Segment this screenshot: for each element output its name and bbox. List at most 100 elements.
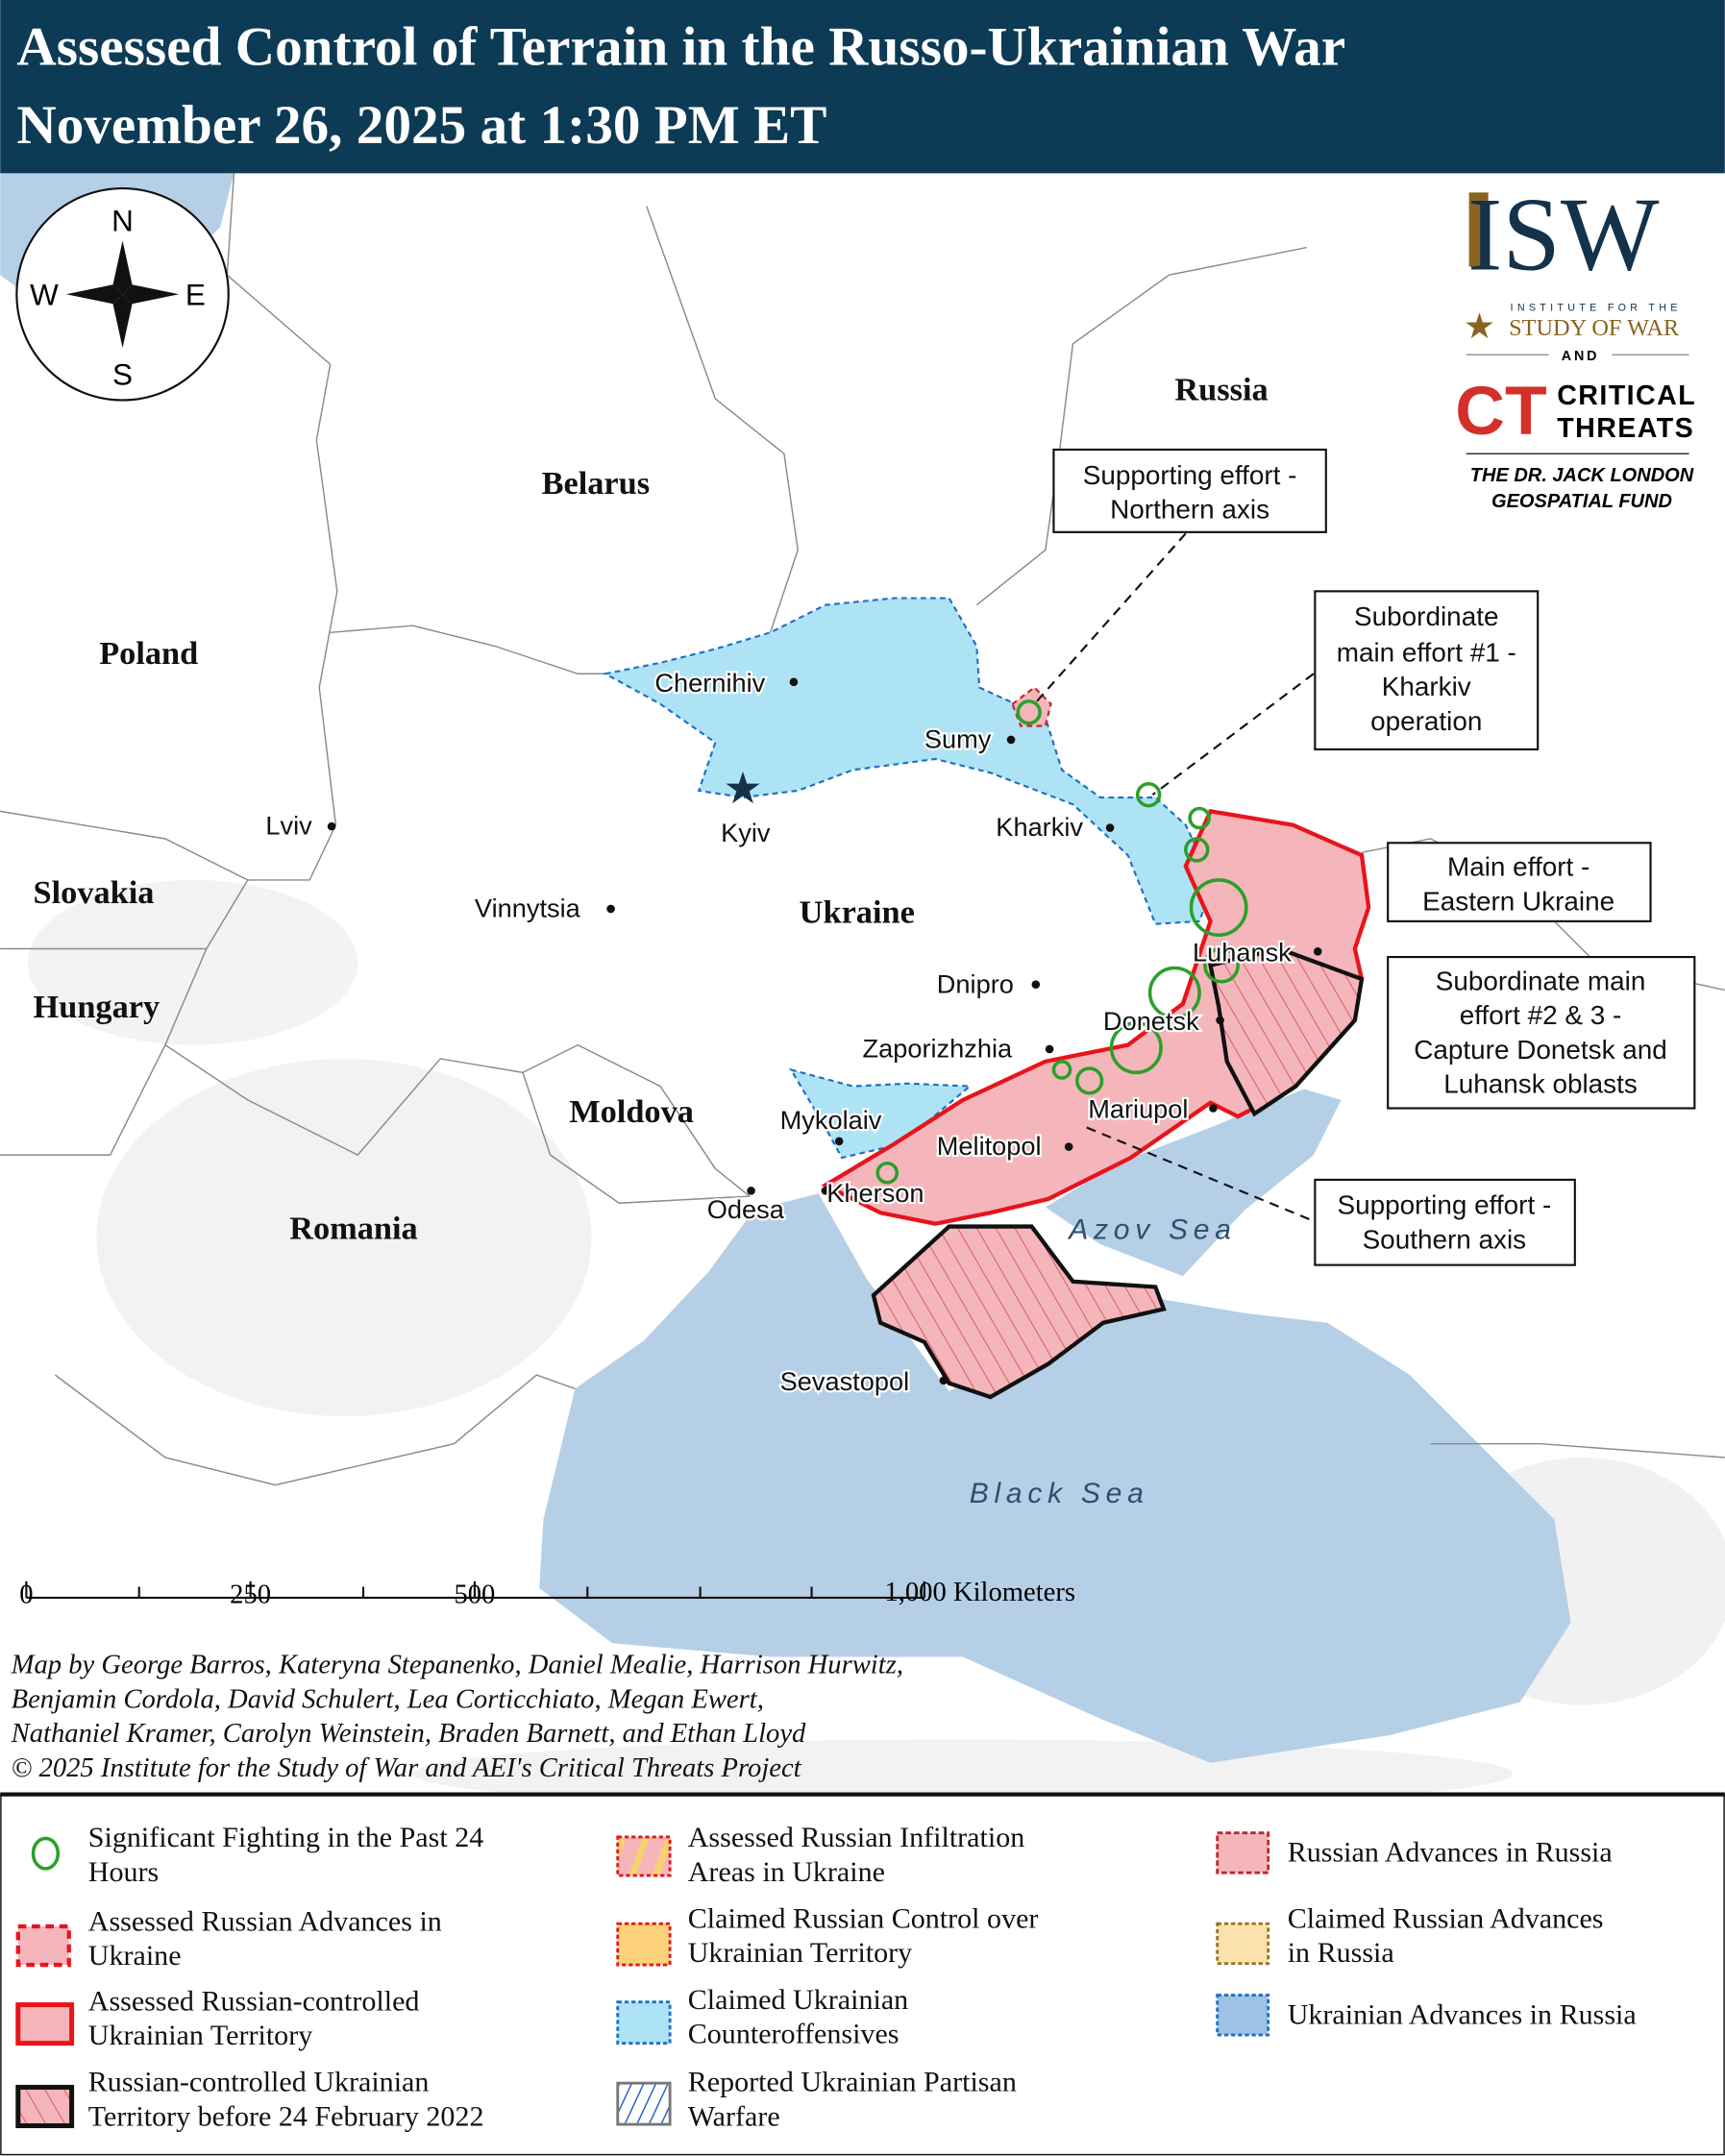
legend-item-partisan: Reported Ukrainian Partisan Warfare	[616, 2066, 1017, 2133]
azov-sea	[1045, 1089, 1342, 1277]
legend-item-infiltration: Assessed Russian Infiltration Areas in U…	[616, 1821, 1024, 1888]
credit-line: Nathaniel Kramer, Carolyn Weinstein, Bra…	[11, 1718, 806, 1749]
orange-swatch-icon	[616, 1922, 672, 1967]
isw-star-icon: ★	[1464, 307, 1495, 347]
map-date: November 26, 2025 at 1:30 PM ET	[16, 95, 826, 156]
label-russia: Russia	[1174, 371, 1268, 407]
lightblue-swatch-icon	[616, 2000, 672, 2046]
logo-backdrop	[1452, 186, 1725, 518]
city-melitopol: Melitopol	[937, 1131, 1042, 1161]
legend-label: Reported Ukrainian Partisan	[688, 2066, 1017, 2098]
label-hungary: Hungary	[34, 989, 160, 1025]
legend-label: in Russia	[1288, 1936, 1394, 1969]
city-donetsk: Donetsk	[1103, 1006, 1199, 1036]
callout-text: Capture Donetsk and	[1414, 1035, 1667, 1065]
scale-label-1000: 1,000 Kilometers	[884, 1577, 1075, 1607]
compass-rose: N S E W	[15, 186, 230, 402]
significant-fighting-markers	[875, 699, 1248, 1185]
legend-panel	[0, 1793, 1725, 2156]
legend-label: Warfare	[688, 2100, 780, 2133]
header-bar	[0, 0, 1725, 174]
city-dots	[327, 677, 1322, 1385]
claimed-ukrainian-counteroffensive-south	[788, 1067, 973, 1160]
callout-text: Luhansk oblasts	[1443, 1069, 1638, 1099]
callout-text: operation	[1370, 706, 1482, 736]
callout-text: effort #2 & 3 -	[1460, 1000, 1621, 1030]
legend-label: Assessed Russian Advances in	[88, 1904, 442, 1937]
compass-n: N	[111, 204, 134, 237]
city-kherson: Kherson	[826, 1178, 924, 1208]
green-circle-icon	[31, 1836, 61, 1871]
callout-donetsk-luhansk: Subordinate main effort #2 & 3 - Capture…	[1387, 955, 1696, 1110]
isw-logo: ISW ★ INSTITUTE FOR THE STUDY OF WAR AND…	[1452, 177, 1725, 518]
callout-text: Subordinate	[1354, 601, 1498, 631]
legend-label: Counteroffensives	[688, 2018, 899, 2050]
callout-southern-axis: Supporting effort - Southern axis	[1314, 1178, 1576, 1266]
callout-northern-axis: Supporting effort - Northern axis	[1052, 448, 1327, 533]
ct-line2: THREATS	[1557, 413, 1694, 444]
city-zaporizhzhia: Zaporizhzhia	[863, 1034, 1014, 1064]
city-vinnytsia: Vinnytsia	[475, 894, 581, 923]
callout-text: Subordinate main	[1436, 966, 1646, 995]
callout-text: Supporting effort -	[1337, 1190, 1551, 1220]
tan-swatch-icon	[1216, 1922, 1270, 1966]
label-slovakia: Slovakia	[34, 874, 155, 911]
callout-text: Northern axis	[1110, 495, 1269, 525]
legend-label: Assessed Russian-controlled	[88, 1984, 420, 2017]
city-lviv: Lviv	[265, 811, 312, 841]
legend-label: Claimed Russian Control over	[688, 1901, 1039, 1934]
legend-item-claimed-russian-advances-russia: Claimed Russian Advances in Russia	[1216, 1901, 1604, 1969]
legend-border	[0, 1793, 1725, 2156]
hatched-swatch-icon	[15, 2084, 75, 2129]
label-romania: Romania	[289, 1210, 418, 1246]
legend-item-pre-2022: Russian-controlled Ukrainian Territory b…	[15, 2066, 484, 2133]
callout-leaders	[1033, 532, 1315, 1222]
russian-controlled-territory	[821, 808, 1371, 1226]
callout-text: main effort #1 -	[1337, 637, 1516, 667]
pre-2022-occupied-donbas	[1208, 946, 1365, 1117]
label-ukraine: Ukraine	[800, 894, 915, 930]
label-belarus: Belarus	[542, 465, 651, 502]
credit-line: Map by George Barros, Kateryna Stepanenk…	[11, 1650, 903, 1680]
legend-label: Ukraine	[88, 1939, 182, 1972]
city-kyiv: Kyiv	[721, 818, 771, 847]
compass-w: W	[30, 279, 59, 312]
map-title: Assessed Control of Terrain in the Russo…	[16, 16, 1345, 77]
city-dnipro: Dnipro	[937, 968, 1014, 998]
black-sea	[539, 1193, 1571, 1763]
label-azov-sea: Azov Sea	[1067, 1213, 1236, 1245]
callout-text: Kharkiv	[1382, 672, 1471, 701]
legend-label: Areas in Ukraine	[688, 1855, 885, 1888]
callout-text: Southern axis	[1363, 1224, 1527, 1254]
callout-text: Eastern Ukraine	[1422, 886, 1614, 916]
label-black-sea: Black Sea	[970, 1478, 1149, 1509]
pink-solid-swatch-icon	[15, 2002, 75, 2046]
fund-line2: GEOSPATIAL FUND	[1491, 491, 1672, 512]
infiltration-swatch-icon	[616, 1835, 672, 1877]
compass-e: E	[185, 279, 206, 312]
legend-label: Significant Fighting in the Past 24	[88, 1821, 483, 1853]
compass-s: S	[112, 358, 133, 392]
pink-dashed-darkred-swatch-icon	[1216, 1831, 1270, 1874]
isw-sub2: STUDY OF WAR	[1509, 315, 1680, 341]
legend-label: Ukrainian Territory	[688, 1936, 912, 1969]
city-odesa: Odesa	[707, 1194, 785, 1224]
callout-text: Main effort -	[1447, 852, 1589, 882]
city-sumy: Sumy	[924, 724, 992, 754]
isw-sub1: INSTITUTE FOR THE	[1511, 302, 1682, 313]
legend-item-russian-advances-russia: Russian Advances in Russia	[1216, 1831, 1613, 1874]
callout-kharkiv-operation: Subordinate main effort #1 - Kharkiv ope…	[1314, 590, 1540, 751]
label-moldova: Moldova	[569, 1093, 694, 1130]
ct-logo-mark: CT	[1455, 373, 1546, 450]
pink-dashed-swatch-icon	[15, 1923, 71, 1968]
scale-label-250: 250	[230, 1580, 271, 1610]
scale-label-0: 0	[19, 1580, 33, 1610]
city-chernihiv: Chernihiv	[654, 668, 765, 698]
capital-star-icon: ★	[723, 764, 762, 813]
ct-line1: CRITICAL	[1557, 380, 1696, 411]
legend-item-claimed-russian-control: Claimed Russian Control over Ukrainian T…	[616, 1901, 1039, 1969]
legend-label: Ukrainian Territory	[88, 2019, 312, 2051]
fund-line1: THE DR. JACK LONDON	[1470, 465, 1694, 486]
